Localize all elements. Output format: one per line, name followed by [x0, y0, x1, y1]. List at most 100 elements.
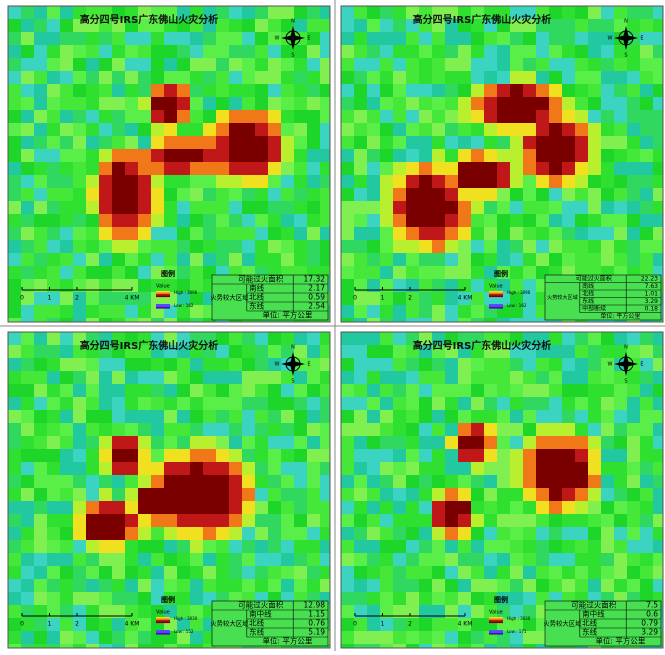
pixel: [640, 71, 653, 84]
pixel: [8, 266, 21, 279]
pixel: [341, 410, 354, 423]
pixel: [640, 397, 653, 410]
pixel: [216, 384, 229, 397]
raster: [341, 6, 663, 322]
pixel: [151, 97, 164, 110]
pixel: [34, 97, 47, 110]
pixel: [294, 397, 307, 410]
pixel: [112, 149, 125, 162]
row-value: 3.29: [641, 628, 658, 637]
pixel: [125, 71, 138, 84]
row-value: 0.18: [645, 305, 659, 312]
pixel: [614, 201, 627, 214]
pixel: [112, 345, 125, 358]
pixel: [614, 501, 627, 514]
pixel: [445, 397, 458, 410]
pixel: [354, 592, 367, 605]
pixel: [471, 149, 484, 162]
pixel: [47, 214, 60, 227]
pixel: [281, 462, 294, 475]
pixel: [229, 566, 242, 579]
pixel: [307, 371, 320, 384]
pixel: [601, 32, 614, 45]
pixel: [125, 423, 138, 436]
pixel: [341, 449, 354, 462]
pixel: [99, 514, 112, 527]
pixel: [536, 332, 549, 345]
pixel: [73, 71, 86, 84]
pixel: [73, 423, 86, 436]
pixel: [320, 449, 330, 462]
pixel: [8, 644, 21, 648]
pixel: [190, 579, 203, 592]
pixel: [458, 149, 471, 162]
pixel: [445, 214, 458, 227]
pixel: [177, 566, 190, 579]
pixel: [112, 579, 125, 592]
pixel: [367, 318, 380, 322]
pixel: [203, 540, 216, 553]
pixel: [432, 201, 445, 214]
pixel: [458, 332, 471, 345]
pixel: [497, 540, 510, 553]
pixel: [497, 97, 510, 110]
pixel: [190, 618, 203, 631]
pixel: [86, 488, 99, 501]
pixel: [341, 371, 354, 384]
pixel: [151, 462, 164, 475]
pixel: [138, 201, 151, 214]
pixel: [471, 305, 484, 318]
row-label: 南线: [582, 282, 594, 290]
pixel: [164, 136, 177, 149]
scale-label: 2: [75, 295, 79, 302]
pixel: [653, 475, 663, 488]
pixel: [367, 475, 380, 488]
pixel: [445, 32, 458, 45]
pixel: [242, 97, 255, 110]
total-value: 7.5: [646, 601, 658, 610]
pixel: [471, 345, 484, 358]
pixel: [419, 253, 432, 266]
pixel: [320, 553, 330, 566]
pixel: [419, 292, 432, 305]
pixel: [60, 201, 73, 214]
pixel: [242, 227, 255, 240]
pixel: [138, 318, 151, 322]
pixel: [562, 71, 575, 84]
pixel: [523, 253, 536, 266]
pixel: [393, 71, 406, 84]
pixel: [419, 240, 432, 253]
pixel: [471, 514, 484, 527]
pixel: [86, 358, 99, 371]
pixel: [549, 253, 562, 266]
pixel: [393, 384, 406, 397]
pixel: [164, 371, 177, 384]
pixel: [536, 188, 549, 201]
pixel: [99, 644, 112, 648]
pixel: [112, 501, 125, 514]
pixel: [432, 253, 445, 266]
pixel: [151, 540, 164, 553]
pixel: [445, 71, 458, 84]
pixel: [190, 475, 203, 488]
pixel: [99, 579, 112, 592]
pixel: [151, 6, 164, 19]
pixel: [471, 579, 484, 592]
raster: [8, 6, 330, 322]
pixel: [60, 292, 73, 305]
pixel: [229, 6, 242, 19]
pixel: [268, 358, 281, 371]
pixel: [484, 371, 497, 384]
compass-label: N: [624, 19, 628, 25]
legend-high: High : 3030: [507, 616, 531, 621]
pixel: [458, 266, 471, 279]
pixel: [445, 488, 458, 501]
pixel: [354, 97, 367, 110]
pixel: [125, 462, 138, 475]
pixel: [255, 71, 268, 84]
legend-high: High : 3030: [174, 616, 198, 621]
pixel: [406, 553, 419, 566]
pixel: [653, 540, 663, 553]
pixel: [34, 318, 47, 322]
pixel: [177, 253, 190, 266]
